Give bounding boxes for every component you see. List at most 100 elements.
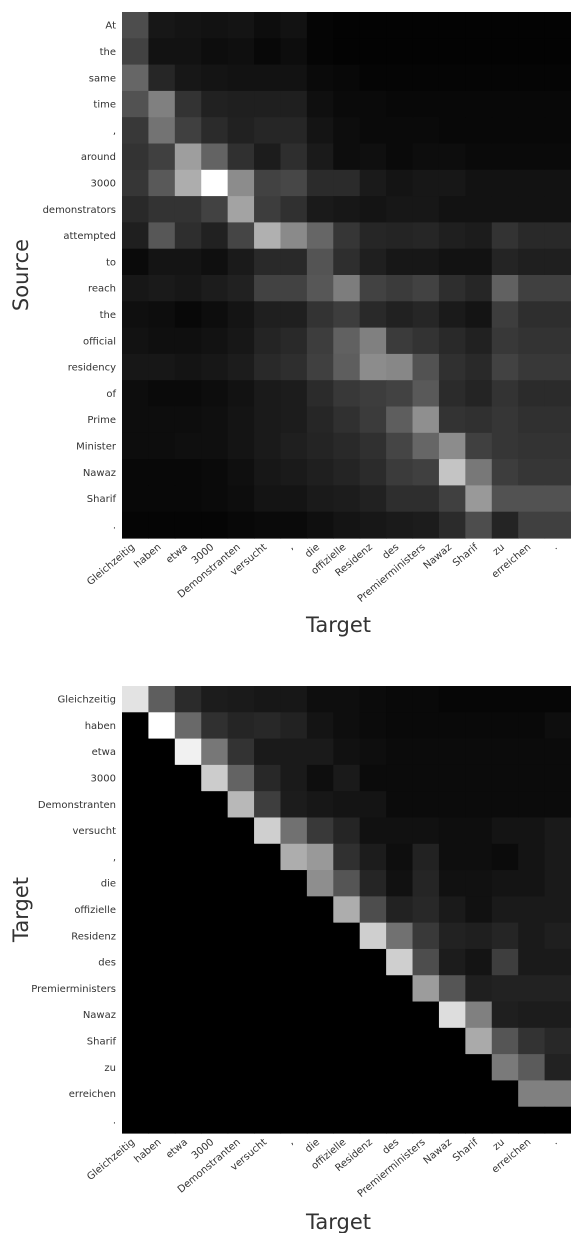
heatmap-cell [306,327,334,355]
heatmap-cell [148,90,176,118]
heatmap-cell [254,353,282,381]
heatmap-cell [254,327,282,355]
heatmap-cell [359,1027,387,1055]
heatmap-cell [254,485,282,513]
heatmap-cell [412,169,440,197]
y-tick-label: residency [68,363,116,374]
heatmap-cell [174,169,202,197]
heatmap-cell [412,327,440,355]
heatmap-cell [201,975,229,1003]
heatmap-cell [386,38,414,66]
heatmap-cell [491,1054,519,1082]
heatmap-cell [359,738,387,766]
y-tick-label: Premierministers [31,984,116,995]
heatmap-cell [412,1054,440,1082]
heatmap-cell [544,948,571,976]
heatmap-cell [491,764,519,792]
heatmap-cell [227,791,255,819]
heatmap-cell [306,1106,334,1134]
heatmap-cell [227,922,255,950]
heatmap-cell [465,117,493,145]
heatmap-cell [359,117,387,145]
heatmap-cell [491,459,519,486]
heatmap-cell [254,64,282,92]
heatmap-cell [174,738,202,766]
y-tick-label: des [98,958,116,969]
heatmap-cell [491,301,519,329]
heatmap-cell [280,843,308,871]
heatmap-cell [201,843,229,871]
x-tick-label: Sharif [451,1137,481,1165]
heatmap-cell [386,791,414,819]
heatmap-cell [465,38,493,66]
heatmap-cell [227,1054,255,1082]
heatmap-cell [254,1001,282,1029]
heatmap-cell [227,169,255,197]
x-tick-label: Sharif [451,542,481,570]
heatmap-cell [412,1027,440,1055]
heatmap-cell [201,1080,229,1108]
heatmap-cell [544,511,571,539]
x-tick-label: haben [132,1137,163,1166]
heatmap-cell [306,117,334,145]
heatmap-cell [306,764,334,792]
heatmap-cell [518,12,546,39]
heatmap-cell [122,1106,150,1134]
heatmap-cell [333,275,361,302]
heatmap-cell [386,922,414,950]
heatmap-cell [174,764,202,792]
heatmap-cell [148,896,176,924]
heatmap-cell [518,896,546,924]
heatmap-cell [518,90,546,118]
heatmap-cell [491,248,519,276]
x-tick-label: etwa [164,542,190,566]
heatmap-cell [174,12,202,39]
heatmap-cell [148,301,176,329]
heatmap-cell [544,1080,571,1108]
heatmap-cell [518,1001,546,1029]
heatmap-cell [201,301,229,329]
heatmap-cell [280,459,308,486]
heatmap-cell [491,817,519,845]
heatmap-cell [227,248,255,276]
heatmap-cell [518,686,546,713]
heatmap-cell [227,38,255,66]
y-tick-label: Minister [76,441,117,452]
heatmap-cell [280,1080,308,1108]
heatmap-cell [254,196,282,223]
heatmap-cell [491,143,519,171]
heatmap-cell [438,1080,466,1108]
heatmap-cell [227,90,255,118]
heatmap-cell [465,686,493,713]
heatmap-cell [491,327,519,355]
heatmap-cell [148,353,176,381]
heatmap-cell [254,843,282,871]
heatmap-cell [174,301,202,329]
y-tick-label: demonstrators [43,205,116,216]
heatmap-cell [148,64,176,92]
y-tick-label: offizielle [74,905,116,916]
heatmap-cell [465,791,493,819]
heatmap-cell [412,432,440,460]
heatmap-cell [174,896,202,924]
heatmap-cell [280,64,308,92]
heatmap-cell [280,817,308,845]
heatmap-cell [201,406,229,434]
heatmap-cell [518,948,546,976]
x-tick-label: die [303,1137,322,1155]
heatmap-cell [518,38,546,66]
heatmap-cell [122,843,150,871]
heatmap-cell [306,948,334,976]
heatmap-cell [438,1001,466,1029]
heatmap-cell [122,169,150,197]
x-tick-label: des [381,1137,402,1157]
heatmap-cell [465,1027,493,1055]
heatmap-cell [491,406,519,434]
heatmap-cell [201,38,229,66]
heatmap-cell [333,38,361,66]
heatmap-cell [333,738,361,766]
heatmap-cell [333,1001,361,1029]
heatmap-cell [254,38,282,66]
heatmap-cell [359,353,387,381]
y-tick-label: haben [85,721,116,732]
